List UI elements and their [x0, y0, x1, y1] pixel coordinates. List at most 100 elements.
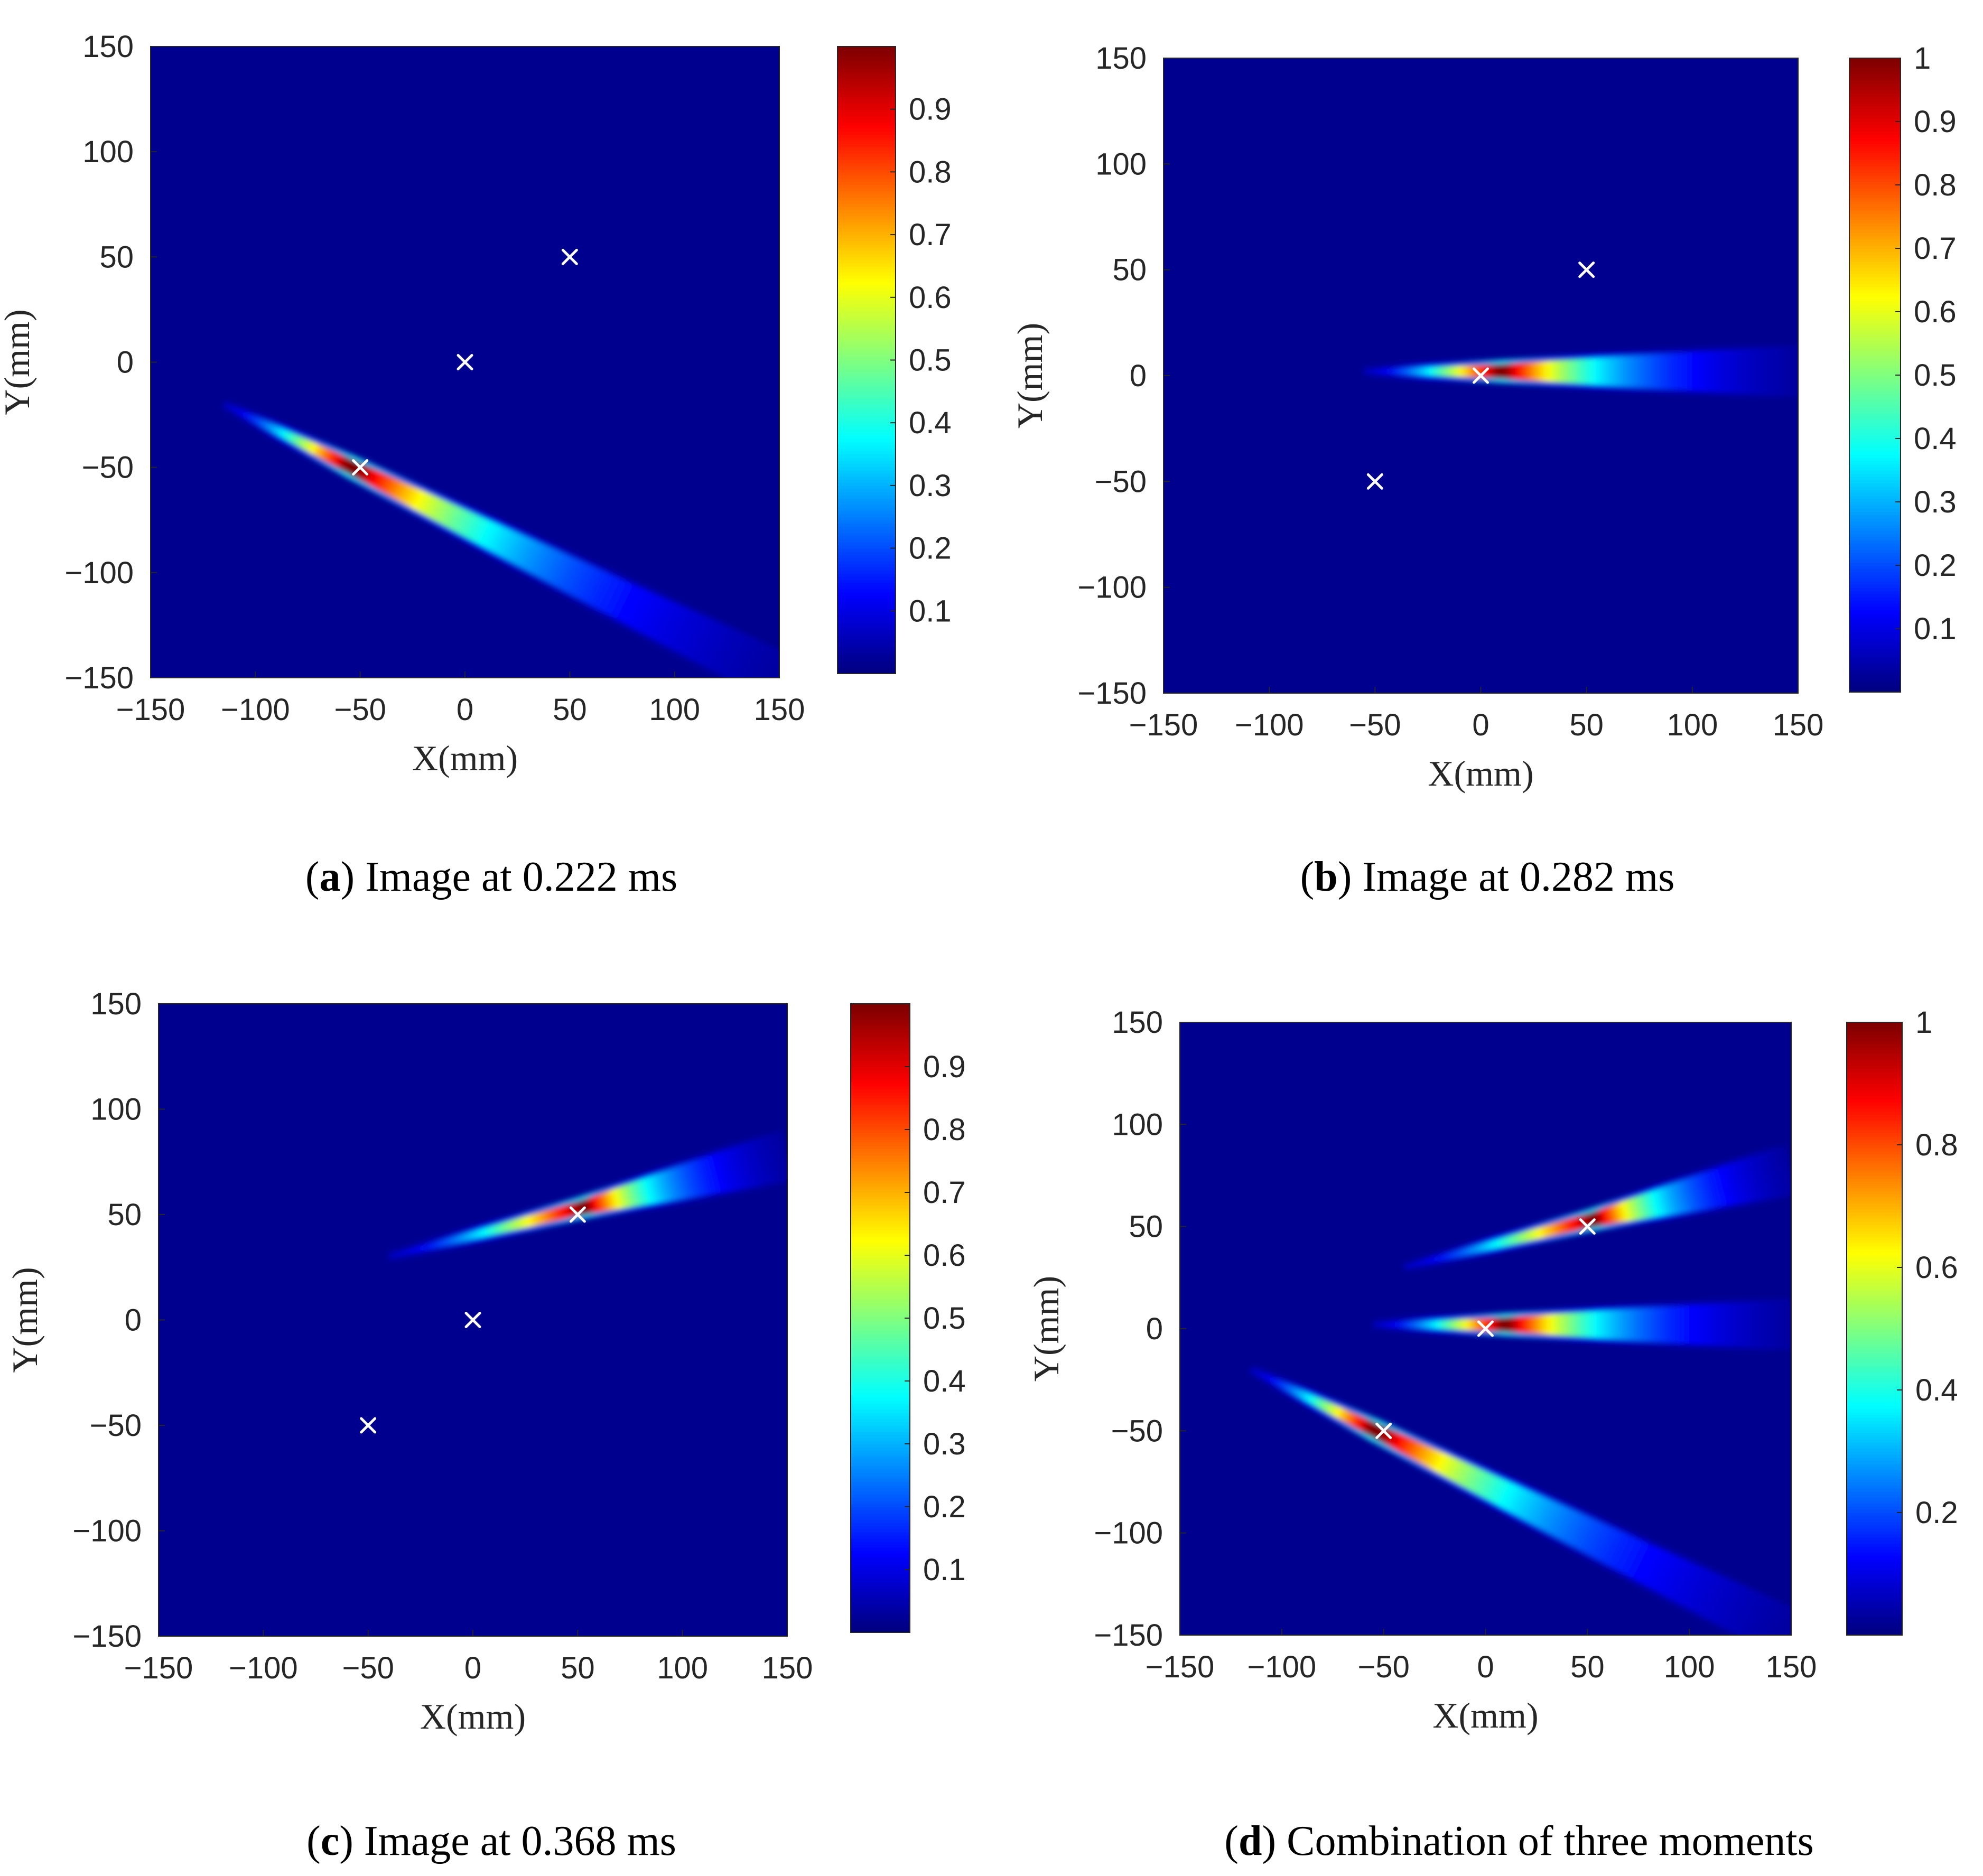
panel-b-colorbar-tick-label-1: 0.2 — [1914, 548, 1957, 583]
panel-a-ylabel: Y(mm) — [0, 309, 37, 415]
panel-c-marker-3 — [569, 1206, 586, 1223]
panel-a-ytick-label-1: −100 — [64, 556, 134, 590]
panel-b-marker-2 — [1473, 367, 1489, 384]
panel-c-colorbar-tick-label-3: 0.4 — [923, 1364, 966, 1398]
panel-b-chart: −150 −100 −50 0 50 100 150 −150 −100 −50 0 50 100 150… — [1010, 41, 1957, 794]
panel-a-marker-1 — [352, 459, 369, 476]
panel-d-xtick-label-5: 100 — [1664, 1650, 1715, 1684]
panel-a-ytick-label-6: 150 — [82, 30, 134, 64]
panel-d-xtick-label-2: −50 — [1357, 1650, 1409, 1684]
panel-c-xtick-label-4: 50 — [561, 1651, 595, 1685]
panel-c-caption-letter: c — [320, 1818, 340, 1864]
panel-c-heatmap-streaks — [387, 1126, 787, 1263]
panel-a-colorbar-tick-label-4: 0.5 — [909, 343, 952, 378]
panel-b-marker-3 — [1578, 262, 1595, 278]
panel-b-ytick-label-5: 100 — [1095, 147, 1147, 181]
panel-c-caption: (c) Image at 0.368 ms — [306, 1818, 676, 1864]
panel-c-xtick-label-2: −50 — [342, 1651, 394, 1685]
panel-c-ytick-label-2: −50 — [90, 1408, 142, 1443]
panel-d-xtick-label-1: −100 — [1247, 1650, 1317, 1684]
panel-b-colorbar-tick-label-3: 0.4 — [1914, 422, 1957, 456]
panel-c-colorbar — [851, 1004, 910, 1633]
panel-a-xtick-label-5: 100 — [649, 693, 700, 727]
panel-c-xtick-label-1: −100 — [229, 1651, 298, 1685]
panel-c-ylabel: Y(mm) — [5, 1267, 45, 1373]
panel-b-colorbar-tick-label-8: 0.9 — [1914, 105, 1957, 139]
panel-d-ytick-label-1: −100 — [1094, 1516, 1163, 1551]
panel-b-xlabel: X(mm) — [1428, 753, 1533, 794]
panel-c-xlabel: X(mm) — [420, 1696, 526, 1737]
panel-d-colorbar — [1847, 1022, 1902, 1636]
panel-a-ytick-label-3: 0 — [117, 346, 134, 380]
panel-d-colorbar-tick-label-3: 0.8 — [1915, 1128, 1958, 1162]
panel-c-colorbar-tick-label-8: 0.9 — [923, 1050, 966, 1084]
panel-d-ytick-label-6: 150 — [1112, 1005, 1163, 1040]
panel-b-colorbar-tick-label-9: 1 — [1914, 41, 1931, 76]
panel-b-colorbar-tick-label-0: 0.1 — [1914, 612, 1957, 646]
panel-a-caption-text: Image at 0.222 ms — [355, 854, 678, 900]
panel-c-colorbar-tick-label-6: 0.7 — [923, 1175, 966, 1210]
panel-b-caption-letter: b — [1314, 854, 1338, 900]
panel-c-ytick-label-5: 100 — [90, 1093, 142, 1127]
panel-b-colorbar-tick-label-6: 0.7 — [1914, 231, 1957, 266]
panel-b-marker-1 — [1366, 473, 1383, 490]
panel-b-colorbar-tick-label-4: 0.5 — [1914, 358, 1957, 393]
panel-c-colorbar-tick-label-2: 0.3 — [923, 1427, 966, 1461]
panel-d-marker-1 — [1375, 1422, 1392, 1439]
panel-d-colorbar-tick-label-0: 0.2 — [1915, 1496, 1958, 1530]
panel-b-ytick-label-6: 150 — [1095, 41, 1147, 76]
panel-d-caption-text: Combination of three moments — [1276, 1818, 1814, 1864]
panel-c-colorbar-tick-label-7: 0.8 — [923, 1113, 966, 1147]
panel-a-ytick-label-5: 100 — [82, 135, 134, 169]
panel-d-marker-2 — [1477, 1320, 1494, 1337]
panel-d-ytick-label-5: 100 — [1112, 1107, 1163, 1142]
panel-a-colorbar-tick-label-5: 0.6 — [909, 281, 952, 315]
panel-a-colorbar-tick-label-6: 0.7 — [909, 218, 952, 252]
panel-a-ytick-label-0: −150 — [64, 661, 134, 695]
panel-d-streak-3 — [1402, 1140, 1791, 1273]
panel-d-xtick-label-3: 0 — [1477, 1650, 1494, 1684]
panel-d-colorbar-box — [1846, 1022, 1903, 1636]
panel-b-colorbar-tick-label-5: 0.6 — [1914, 295, 1957, 329]
panel-a-xtick-label-4: 50 — [553, 693, 587, 727]
panel-a-heatmap-streaks — [221, 399, 779, 678]
panel-c-streak-1 — [387, 1126, 787, 1263]
panel-d-ytick-label-4: 50 — [1129, 1210, 1163, 1244]
panel-d-colorbar-tick-label-4: 1 — [1915, 1005, 1932, 1040]
panel-d-xlabel: X(mm) — [1432, 1695, 1538, 1735]
panel-c-chart: −150 −100 −50 0 50 100 150 −150 −100 −50 0 50 100 150… — [5, 987, 966, 1737]
panel-c-marker-1 — [360, 1417, 377, 1434]
panel-c-ytick-label-0: −150 — [72, 1619, 142, 1654]
panel-d-caption-letter: d — [1238, 1818, 1262, 1864]
panel-c-ytick-label-6: 150 — [90, 987, 142, 1021]
panel-a-xtick-label-3: 0 — [457, 693, 473, 727]
panel-d-colorbar-tick-label-2: 0.6 — [1915, 1250, 1958, 1285]
panel-a-xtick-label-0: −150 — [116, 693, 185, 727]
panel-d-marker-3 — [1579, 1218, 1596, 1235]
panel-d-streak-1 — [1249, 1364, 1791, 1635]
panel-c-xtick-label-5: 100 — [657, 1651, 708, 1685]
panel-c-xtick-label-6: 150 — [762, 1651, 813, 1685]
panel-a-colorbar-tick-label-1: 0.2 — [909, 531, 952, 566]
panel-d-ylabel: Y(mm) — [1026, 1276, 1066, 1382]
panel-d-heatmap-streaks — [1249, 1140, 1791, 1635]
panel-b-xtick-label-0: −150 — [1129, 708, 1198, 742]
panel-a-colorbar-tick-label-2: 0.3 — [909, 469, 952, 503]
panel-a-caption-letter: a — [319, 854, 341, 900]
panel-a-streak-1 — [221, 399, 779, 678]
panel-a-ytick-label-2: −50 — [82, 451, 134, 485]
panel-b-caption-text: Image at 0.282 ms — [1352, 854, 1675, 900]
panel-b-xtick-label-6: 150 — [1773, 708, 1824, 742]
panel-b-ytick-label-4: 50 — [1112, 253, 1147, 287]
panel-b-ytick-label-3: 0 — [1130, 359, 1147, 393]
panel-b: −150 −100 −50 0 50 100 150 −150 −100 −50 0 50 100 150… — [1010, 41, 1957, 900]
panel-b-xtick-label-4: 50 — [1569, 708, 1604, 742]
panel-c-xtick-label-0: −150 — [124, 1651, 193, 1685]
panel-b-xtick-label-5: 100 — [1667, 708, 1718, 742]
panel-a-xtick-label-2: −50 — [334, 693, 386, 727]
panel-d-caption: (d) Combination of three moments — [1224, 1818, 1814, 1864]
panel-a-colorbar-tick-label-3: 0.4 — [909, 406, 952, 440]
panel-d-ytick-label-3: 0 — [1146, 1312, 1163, 1346]
